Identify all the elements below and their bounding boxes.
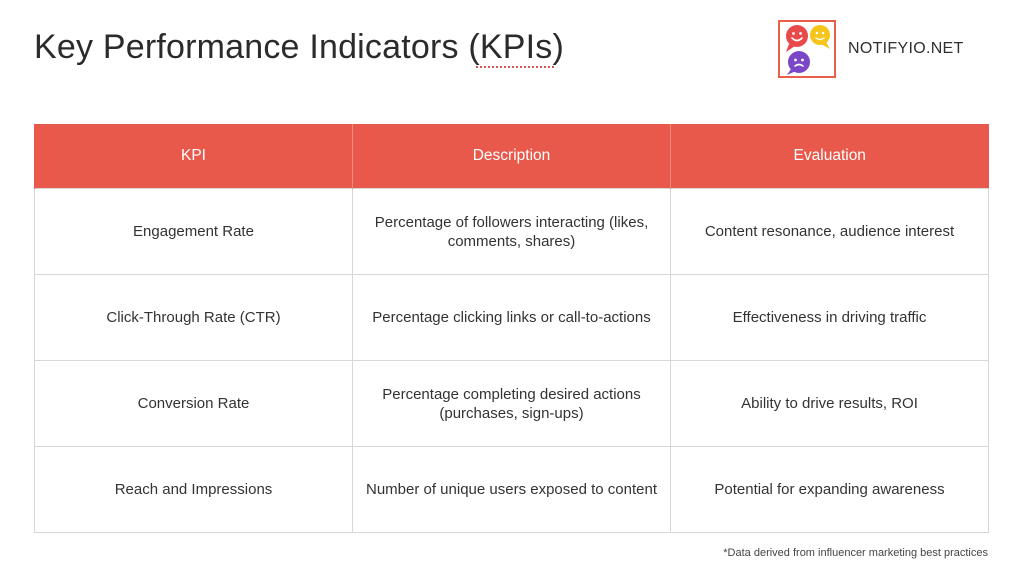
description-cell: Number of unique users exposed to conten… <box>352 446 671 533</box>
chat-bubbles-graphic <box>786 25 830 75</box>
page-title: Key Performance Indicators (KPIs) <box>34 22 564 72</box>
evaluation-cell: Content resonance, audience interest <box>670 188 989 275</box>
table-row: Engagement Rate Percentage of followers … <box>34 188 989 275</box>
chat-bubbles-icon <box>778 20 836 78</box>
column-header-evaluation: Evaluation <box>670 124 989 189</box>
column-header-description: Description <box>352 124 671 189</box>
table-row: Conversion Rate Percentage completing de… <box>34 360 989 447</box>
table-header-row: KPI Description Evaluation <box>34 124 989 189</box>
footnote: *Data derived from influencer marketing … <box>723 547 988 559</box>
table-body: Engagement Rate Percentage of followers … <box>34 188 989 533</box>
table-header: KPI Description Evaluation <box>34 124 989 189</box>
evaluation-cell: Potential for expanding awareness <box>670 446 989 533</box>
table-row: Reach and Impressions Number of unique u… <box>34 446 989 533</box>
table-row: Click-Through Rate (CTR) Percentage clic… <box>34 274 989 361</box>
kpi-cell: Conversion Rate <box>34 360 353 447</box>
column-header-kpi: KPI <box>34 124 353 189</box>
description-cell: Percentage completing desired actions (p… <box>352 360 671 447</box>
kpi-cell: Engagement Rate <box>34 188 353 275</box>
evaluation-cell: Ability to drive results, ROI <box>670 360 989 447</box>
kpi-cell: Click-Through Rate (CTR) <box>34 274 353 361</box>
kpi-cell: Reach and Impressions <box>34 446 353 533</box>
brand-name: NOTIFYIO.NET <box>848 40 964 57</box>
description-cell: Percentage clicking links or call-to-act… <box>352 274 671 361</box>
page-title-abbreviation: (KPIs) <box>468 28 565 66</box>
evaluation-cell: Effectiveness in driving traffic <box>670 274 989 361</box>
description-cell: Percentage of followers interacting (lik… <box>352 188 671 275</box>
kpi-table: KPI Description Evaluation Engagement Ra… <box>34 124 989 533</box>
page-title-main: Key Performance Indicators <box>34 28 469 66</box>
brand-logo: NOTIFYIO.NET <box>778 20 964 78</box>
